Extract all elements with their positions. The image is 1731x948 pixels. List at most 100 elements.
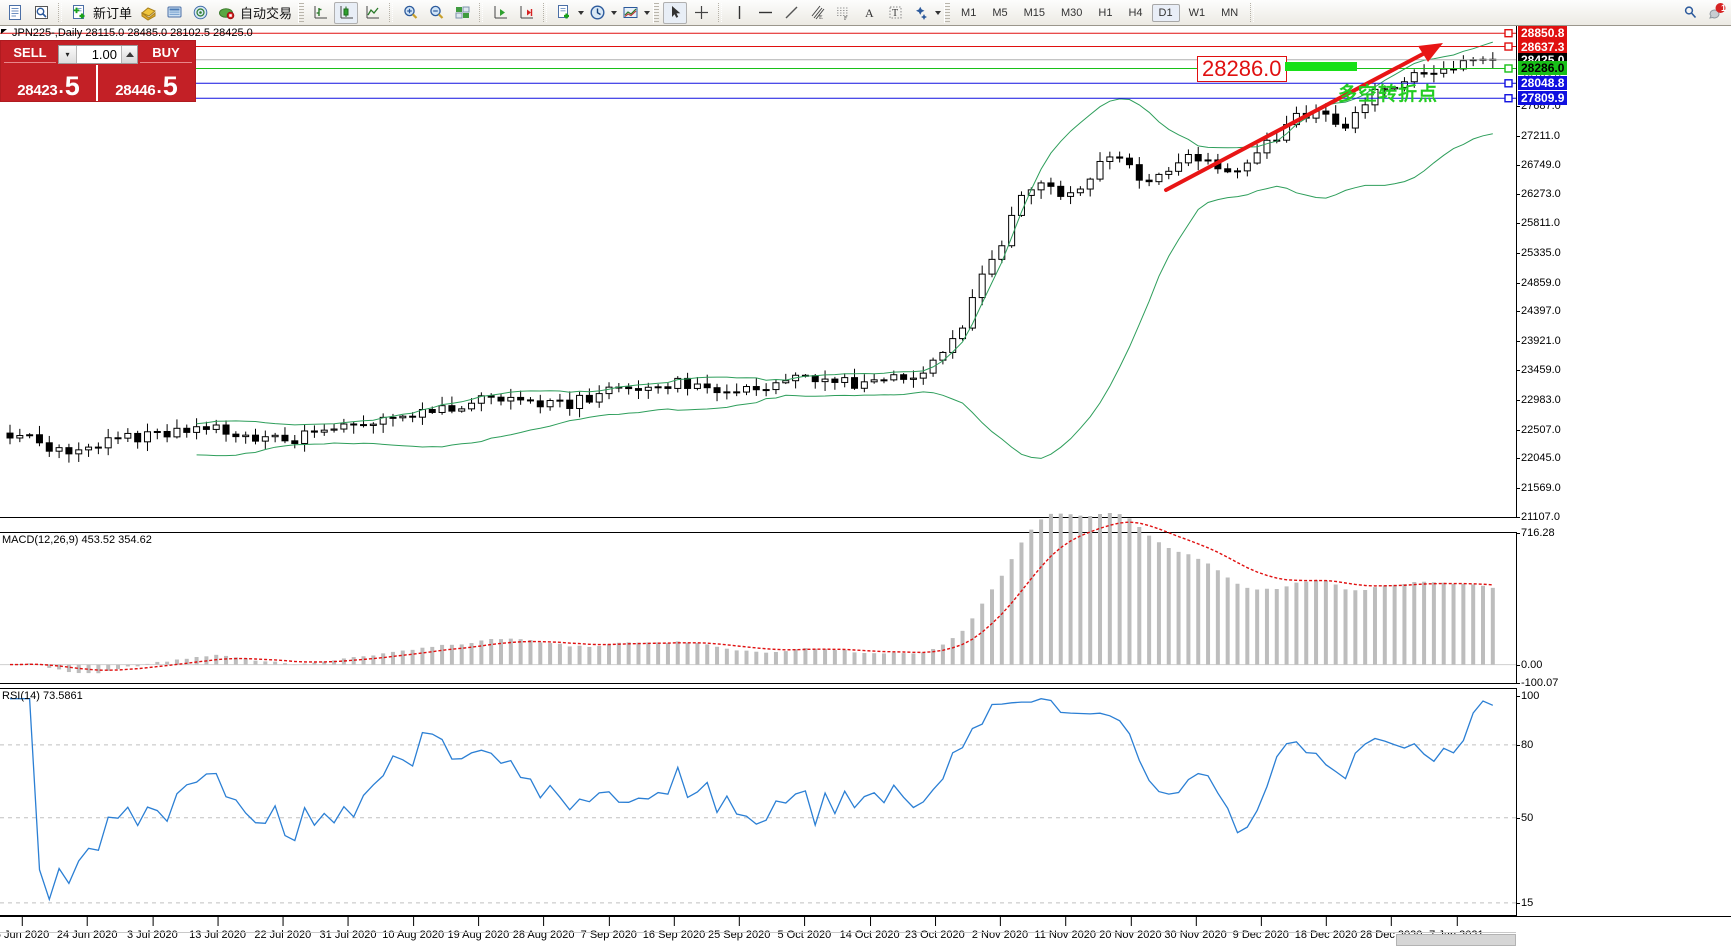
macd-axis-tick: 0.00 (1515, 658, 1543, 671)
templates-dropdown-caret[interactable] (644, 10, 651, 15)
indicators-icon[interactable] (552, 2, 576, 24)
turning-point-annotation[interactable]: 多空转折点 (1338, 84, 1439, 105)
one-click-trading-panel[interactable]: SELL ▾ 1.00 BUY 28423 . 5 28446 . 5 (0, 40, 196, 102)
fibonacci-icon[interactable]: F (831, 2, 855, 24)
tab-timeframe-m1[interactable]: M1 (961, 6, 977, 19)
oct-price-row: 28423 . 5 28446 . 5 (1, 65, 195, 101)
buy-button[interactable]: BUY (140, 45, 192, 64)
period-clock-icon[interactable] (585, 2, 609, 24)
volume-spinner-up[interactable] (121, 45, 137, 63)
toolbar-grip[interactable] (298, 2, 305, 23)
price-axis-tick: 21107.0 (1516, 511, 1560, 523)
text-label-icon[interactable]: T (883, 2, 907, 24)
rsi-axis-tick: 15 (1515, 896, 1534, 909)
volume-input[interactable]: 1.00 (91, 46, 117, 62)
terminal-icon[interactable] (162, 2, 186, 24)
rsi-pane[interactable] (0, 688, 1516, 916)
price-axis-tick: 23921.0 (1516, 335, 1561, 348)
auto-trading-button[interactable]: 自动交易 (240, 6, 293, 21)
toolbar-grip[interactable] (653, 2, 660, 23)
chart-inspect-icon[interactable] (29, 2, 53, 24)
search-icon[interactable] (1678, 2, 1702, 24)
sell-button[interactable]: SELL (4, 45, 56, 64)
line-chart-icon[interactable] (360, 2, 384, 24)
oct-top-row: SELL ▾ 1.00 BUY (1, 41, 195, 65)
tab-timeframe-d1[interactable]: D1 (1151, 3, 1180, 22)
volume-dropdown-icon[interactable]: ▾ (59, 45, 77, 63)
tab-timeframe-mn[interactable]: MN (1221, 6, 1239, 19)
volume-stepper[interactable]: ▾ 1.00 (58, 44, 138, 64)
tab-timeframe-w1[interactable]: W1 (1188, 6, 1206, 19)
green-highlight-bar[interactable] (1285, 62, 1357, 71)
trendline-icon[interactable] (779, 2, 803, 24)
tab-timeframe-m5[interactable]: M5 (992, 6, 1008, 19)
chart-shift-icon[interactable] (488, 2, 512, 24)
notifications-icon[interactable]: 1 (1704, 2, 1728, 24)
zoom-in-icon[interactable] (398, 2, 422, 24)
toolbar-separator (479, 3, 484, 22)
rsi-axis[interactable]: 100 80 50 15 (1515, 688, 1731, 916)
horizontal-line-icon[interactable] (753, 2, 777, 24)
bar-chart-icon[interactable] (308, 2, 332, 24)
price-tag[interactable]: 28637.3 (1518, 39, 1568, 54)
toolbar-separator (58, 3, 62, 22)
buy-price-frac: 5 (162, 71, 178, 101)
macd-axis-tick: 716.28 (1516, 527, 1555, 539)
period-dropdown-caret[interactable] (611, 10, 618, 15)
price-axis-tick: 26749.0 (1516, 158, 1561, 171)
algo-trading-icon[interactable] (214, 2, 238, 24)
sell-price-frac: 5 (64, 71, 80, 101)
chart-scrollbar-thumb[interactable] (1396, 934, 1516, 946)
new-chart-icon[interactable] (3, 2, 27, 24)
price-axis-tick: 24397.0 (1516, 305, 1561, 318)
price-axis-tick: 22045.0 (1516, 452, 1561, 465)
price-axis-tick: 27211.0 (1516, 129, 1560, 142)
auto-scroll-icon[interactable] (514, 2, 538, 24)
chart-scrollbar[interactable] (0, 932, 1516, 947)
zoom-out-icon[interactable] (424, 2, 448, 24)
sell-price-int: 28423 (17, 82, 58, 99)
shapes-icon[interactable] (909, 2, 933, 24)
candlestick-chart-icon[interactable] (334, 1, 359, 24)
tab-timeframe-m15[interactable]: M15 (1023, 6, 1045, 19)
rsi-axis-tick: 80 (1515, 738, 1534, 751)
symbol-ohlc-label: JPN225-,Daily 28115.0 28485.0 28102.5 28… (12, 27, 253, 39)
text-icon[interactable]: A (857, 2, 881, 24)
rsi-indicator-label: RSI(14) 73.5861 (2, 690, 83, 702)
tab-timeframe-h4[interactable]: H4 (1128, 6, 1143, 19)
price-axis-tick: 22983.0 (1516, 393, 1561, 406)
tab-timeframe-h1[interactable]: H1 (1098, 6, 1113, 19)
price-axis[interactable]: 27687.0 27211.0 26749.0 26273.0 25811.0 25335… (1516, 26, 1731, 523)
tile-windows-icon[interactable] (450, 2, 474, 24)
tab-timeframe-m30[interactable]: M30 (1061, 6, 1083, 19)
shapes-dropdown-caret[interactable] (935, 10, 942, 15)
price-tag[interactable]: 27809.9 (1518, 91, 1568, 106)
price-tag[interactable]: 28850.8 (1518, 26, 1568, 41)
price-axis-tick: 26273.0 (1516, 188, 1561, 201)
macd-axis[interactable]: 716.28 0.00 -100.07 (1515, 527, 1731, 689)
toolbar-grip[interactable] (944, 2, 951, 23)
crosshair-icon[interactable] (689, 2, 713, 24)
indicators-dropdown-caret[interactable] (578, 10, 585, 15)
main-price-pane[interactable] (0, 26, 1516, 518)
svg-text:F: F (844, 16, 848, 21)
buy-price[interactable]: 28446 . 5 (98, 65, 195, 101)
new-order-icon[interactable] (67, 2, 91, 24)
new-order-button[interactable]: 新订单 (93, 6, 133, 21)
signals-icon[interactable] (188, 2, 212, 24)
toolbar-separator (543, 3, 548, 22)
price-callout-label[interactable]: 28286.0 (1197, 56, 1287, 82)
macd-pane[interactable] (0, 532, 1516, 684)
sell-price[interactable]: 28423 . 5 (1, 65, 98, 101)
price-tag[interactable]: 28048.8 (1518, 76, 1568, 91)
price-axis-tick: 21569.0 (1516, 482, 1561, 495)
cursor-icon[interactable] (663, 1, 688, 24)
equidistant-channel-icon[interactable]: E (805, 2, 829, 24)
svg-text:T: T (892, 8, 898, 19)
pending-order-icon[interactable] (136, 2, 160, 24)
main-toolbar: 新订单 (0, 0, 1731, 26)
vertical-line-icon[interactable] (727, 2, 751, 24)
symbol-arrow-icon (1, 29, 7, 34)
templates-icon[interactable] (618, 2, 642, 24)
price-tag[interactable]: 28286.0 (1518, 61, 1568, 76)
